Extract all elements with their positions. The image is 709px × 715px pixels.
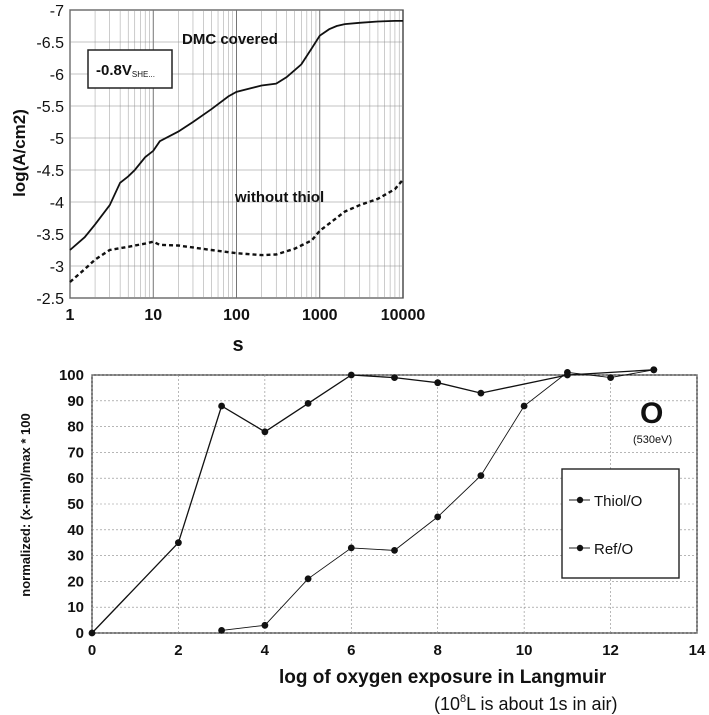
top-series-group [69,19,404,283]
legend-label-thiol: Thiol/O [594,493,642,510]
potential-box-frame [87,49,173,89]
data-point-ref-o [650,366,658,374]
bottom-y-tick-label: 100 [59,367,84,384]
bottom-x-axis-label: log of oxygen exposure in Langmuir [279,667,607,688]
top-y-tick-label: -3 [50,259,64,276]
data-point-thiol-o [347,544,355,552]
bottom-y-tick-label: 80 [67,419,84,436]
data-point-thiol-o [261,621,269,629]
bottom-x-tick-labels: 0 2 4 6 8 10 12 14 [88,642,706,659]
potential-box: -0.8VSHE... [87,49,173,89]
data-point-ref-o [347,371,355,379]
top-y-tick-label: -7 [50,3,64,20]
top-x-tick-label: 100 [223,307,250,324]
data-point-thiol-o [391,547,398,554]
element-label: O [640,397,663,430]
potential-value: -0.8V [96,62,132,79]
bottom-y-tick-label: 70 [67,444,84,461]
top-x-tick-labels: 1 10 100 1000 10000 [66,307,426,324]
bottom-y-tick-labels: 0 10 20 30 40 50 60 70 80 90 100 [59,367,84,642]
legend-label-ref: Ref/O [594,541,633,558]
top-y-tick-label: -6 [50,67,64,84]
data-point-ref-o [304,400,312,407]
top-x-tick-label: 10 [144,307,162,324]
top-y-tick-label: -2.5 [36,291,64,308]
oxygen-exposure-chart: 0 10 20 30 40 50 60 70 80 90 100 0 2 4 6 8 10 12 14 norma… [18,366,706,714]
legend-frame [561,468,680,579]
data-point-ref-o [391,374,398,381]
data-point-thiol-o [477,472,485,479]
top-x-tick-label: 10000 [381,307,426,324]
x-note-exponent: 8 [460,693,466,705]
data-point-thiol-o [520,402,528,410]
data-point-thiol-o [434,513,442,521]
data-point-ref-o [175,539,182,547]
series-line-without-thiol [69,178,404,283]
bottom-series-group [88,366,658,637]
bottom-y-tick-label: 20 [67,573,84,590]
data-point-ref-o [564,371,571,379]
bottom-x-tick-label: 10 [516,642,533,659]
top-y-tick-label: -4.5 [36,163,64,180]
top-y-tick-label: -5 [50,131,64,148]
data-point-ref-o [88,629,96,637]
data-point-ref-o [261,428,269,436]
bottom-y-tick-label: 60 [67,470,84,487]
bottom-y-tick-label: 50 [67,496,84,513]
bottom-x-tick-label: 14 [689,642,706,659]
legend-marker-thiol [576,496,584,504]
x-note-prefix: (10 [434,694,460,714]
element-energy: (530eV) [633,434,672,446]
top-y-tick-label: -6.5 [36,35,64,52]
bottom-y-tick-label: 90 [67,393,84,410]
top-y-tick-label: -4 [50,195,64,212]
top-y-tick-label: -3.5 [36,227,64,244]
bottom-x-tick-label: 2 [174,642,182,659]
data-point-thiol-o [218,627,226,634]
bottom-x-tick-label: 0 [88,642,96,659]
data-point-ref-o [434,379,442,387]
bottom-y-tick-label: 0 [76,625,84,642]
top-x-tick-label: 1000 [302,307,338,324]
data-point-ref-o [477,389,485,397]
bottom-y-tick-label: 10 [67,599,84,616]
bottom-x-tick-label: 6 [347,642,355,659]
data-point-ref-o [218,402,226,410]
data-point-thiol-o [607,374,614,381]
bottom-x-tick-label: 4 [261,642,270,659]
legend: Thiol/O Ref/O [561,468,680,579]
potential-box-text: -0.8VSHE... [96,62,155,79]
legend-marker-ref [576,544,584,552]
bottom-y-tick-label: 30 [67,548,84,565]
data-point-thiol-o [304,575,312,583]
current-density-chart: -2.5 -3 -3.5 -4 -4.5 -5 -5.5 -6 -6.5 -7 1 10 100 100… [10,3,425,356]
bottom-x-tick-label: 12 [602,642,619,659]
top-y-tick-labels: -2.5 -3 -3.5 -4 -4.5 -5 -5.5 -6 -6.5 -7 [36,3,64,308]
series-label-dmc-covered: DMC covered [182,31,278,48]
series-line-dmc-covered [69,19,403,251]
bottom-x-tick-label: 8 [434,642,442,659]
series-label-without-thiol: without thiol [234,189,324,206]
top-x-tick-label: 1 [66,307,75,324]
top-y-axis-label: log(A/cm2) [10,109,29,197]
bottom-y-axis-label: normalized: (x-min)/max * 100 [18,413,33,597]
bottom-y-tick-label: 40 [67,522,84,539]
bottom-x-axis-note: (108L is about 1s in air) [434,693,618,714]
top-y-tick-label: -5.5 [36,99,64,116]
top-x-axis-label: s [232,334,243,356]
potential-reference: SHE... [132,70,155,79]
x-note-suffix: L is about 1s in air) [466,694,617,714]
